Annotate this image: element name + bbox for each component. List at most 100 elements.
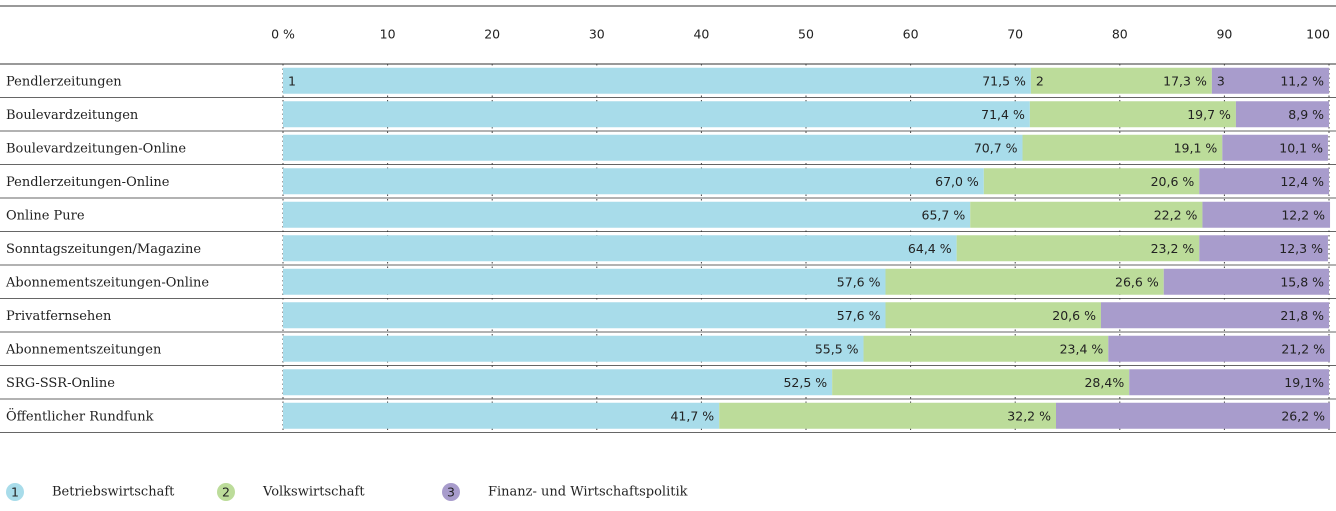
legend-swatch <box>217 483 235 501</box>
category-label: Privatfernsehen <box>6 309 112 324</box>
bar-segment <box>832 369 1130 396</box>
value-label: 20,6 % <box>1052 308 1096 323</box>
bar-segment <box>283 235 957 262</box>
x-tick-label: 60 <box>903 27 919 42</box>
value-label: 12,3 % <box>1279 241 1323 256</box>
bar-segment <box>283 134 1023 161</box>
category-label: Online Pure <box>6 208 85 223</box>
bar-segment <box>283 101 1030 128</box>
bar-segment <box>983 168 1200 195</box>
x-tick-label: 40 <box>693 27 709 42</box>
value-label: 64,4 % <box>908 241 952 256</box>
value-label: 11,2 % <box>1280 73 1324 88</box>
value-label: 70,7 % <box>974 140 1018 155</box>
x-tick-label: 30 <box>589 27 605 42</box>
value-label: 19,1 % <box>1174 140 1218 155</box>
category-label: Boulevardzeitungen <box>6 108 139 123</box>
segment-marker: 1 <box>288 73 296 88</box>
value-label: 19,1% <box>1284 375 1324 390</box>
bar-segment <box>1030 67 1212 94</box>
bar-segment <box>1163 268 1329 295</box>
value-label: 17,3 % <box>1163 73 1207 88</box>
legend-marker: 1 <box>11 485 19 500</box>
value-label: 71,5 % <box>982 73 1026 88</box>
legend-swatch <box>442 483 460 501</box>
value-label: 12,4 % <box>1280 174 1324 189</box>
value-label: 21,8 % <box>1280 308 1324 323</box>
bar-segment <box>1211 67 1329 94</box>
x-tick-label: 90 <box>1216 27 1232 42</box>
bar-segment <box>1055 402 1331 429</box>
bar-segment <box>1199 168 1329 195</box>
bar-segment <box>283 402 720 429</box>
bar-segment <box>970 201 1203 228</box>
category-label: Öffentlicher Rundfunk <box>6 407 154 424</box>
category-label: Pendlerzeitungen-Online <box>6 175 170 190</box>
bar-segment <box>283 168 984 195</box>
bar-segment <box>956 235 1200 262</box>
value-label: 26,2 % <box>1281 408 1325 423</box>
x-tick-label: 20 <box>484 27 500 42</box>
x-tick-label: 70 <box>1007 27 1023 42</box>
value-label: 19,7 % <box>1187 107 1231 122</box>
legend-marker: 3 <box>447 485 455 500</box>
value-label: 28,4% <box>1084 375 1124 390</box>
value-label: 8,9 % <box>1288 107 1324 122</box>
bar-segment <box>283 369 833 396</box>
x-tick-label: 0 % <box>271 27 295 42</box>
x-tick-label: 100 <box>1306 27 1330 42</box>
value-label: 32,2 % <box>1007 408 1051 423</box>
x-tick-label: 50 <box>798 27 814 42</box>
bar-segment <box>1199 235 1328 262</box>
segment-marker: 2 <box>1036 73 1044 88</box>
bar-segment <box>885 302 1101 329</box>
value-label: 65,7 % <box>922 207 966 222</box>
legend-label: Betriebswirtschaft <box>52 485 175 500</box>
bar-segment <box>719 402 1056 429</box>
legend-marker: 2 <box>222 485 230 500</box>
bar-segment <box>1129 369 1329 396</box>
category-label: Sonntagszeitungen/Magazine <box>6 242 201 257</box>
value-label: 20,6 % <box>1151 174 1195 189</box>
legend-label: Volkswirtschaft <box>262 485 365 500</box>
bar-segment <box>1222 134 1328 161</box>
bar-segment <box>1022 134 1223 161</box>
value-label: 15,8 % <box>1280 274 1324 289</box>
value-label: 67,0 % <box>935 174 979 189</box>
bar-segment <box>863 335 1109 362</box>
value-label: 10,1 % <box>1279 140 1323 155</box>
value-label: 52,5 % <box>783 375 827 390</box>
bar-segment <box>283 268 886 295</box>
value-label: 23,4 % <box>1060 341 1104 356</box>
bar-segment <box>283 302 886 329</box>
x-tick-label: 80 <box>1112 27 1128 42</box>
category-label: Abonnementszeitungen <box>5 342 162 357</box>
bar-segment <box>885 268 1164 295</box>
value-label: 55,5 % <box>815 341 859 356</box>
bar-segment <box>1235 101 1329 128</box>
category-label: SRG-SSR-Online <box>6 376 115 391</box>
value-label: 12,2 % <box>1281 207 1325 222</box>
category-label: Abonnementszeitungen-Online <box>5 275 209 290</box>
bar-segment <box>1108 335 1331 362</box>
value-label: 23,2 % <box>1151 241 1195 256</box>
category-label: Pendlerzeitungen <box>6 74 122 89</box>
value-label: 26,6 % <box>1115 274 1159 289</box>
category-label: Boulevardzeitungen-Online <box>6 141 186 156</box>
bar-segment <box>1202 201 1331 228</box>
legend-swatch <box>6 483 24 501</box>
value-label: 22,2 % <box>1154 207 1198 222</box>
bar-segment <box>283 201 971 228</box>
bar-segment <box>283 335 864 362</box>
value-label: 71,4 % <box>981 107 1025 122</box>
bar-segment <box>283 67 1031 94</box>
bar-segment <box>1029 101 1236 128</box>
bar-segment <box>1100 302 1329 329</box>
legend-label: Finanz- und Wirtschaftspolitik <box>488 485 688 500</box>
x-tick-label: 10 <box>380 27 396 42</box>
value-label: 21,2 % <box>1281 341 1325 356</box>
value-label: 41,7 % <box>670 408 714 423</box>
value-label: 57,6 % <box>837 274 881 289</box>
segment-marker: 3 <box>1217 73 1225 88</box>
